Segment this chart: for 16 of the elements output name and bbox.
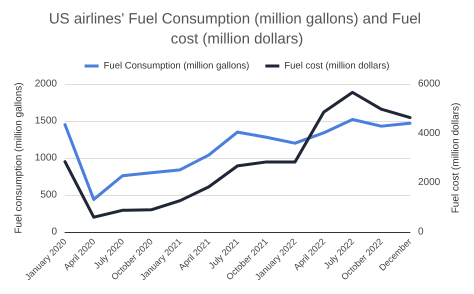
y2-tick-label: 4000	[418, 128, 441, 139]
y2-tick-label: 6000	[418, 78, 441, 90]
y-tick-label: 2000	[34, 78, 58, 90]
line-series	[64, 118, 412, 201]
y-tick-label: 1500	[34, 116, 58, 126]
y-axis-title: Fuel consumption (million gallons)	[13, 82, 24, 234]
legend-label: Fuel Consumption (million gallons)	[104, 60, 250, 72]
chart-title: US airlines' Fuel Consumption (million gallons) and Fuel cost (million dollars)	[48, 10, 426, 48]
y2-tick-label: 2000	[418, 177, 441, 188]
y-tick-label: 1000	[34, 152, 58, 164]
line-series	[64, 90, 412, 219]
legend-label: Fuel cost (million dollars)	[284, 60, 390, 72]
y-tick-label: 0	[51, 226, 58, 238]
y2-tick-label: 0	[418, 226, 424, 238]
y2-axis-title: Fuel cost (million dollars)	[450, 102, 462, 214]
y-tick-label: 500	[40, 190, 58, 200]
